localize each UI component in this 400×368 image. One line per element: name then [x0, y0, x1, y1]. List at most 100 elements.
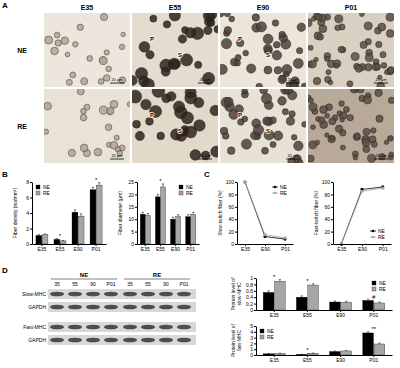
blot-group-label: NE — [80, 272, 88, 278]
muscle-fiber — [334, 63, 339, 68]
error-bar-cap — [162, 183, 164, 184]
muscle-fiber — [289, 111, 295, 117]
y-tick: 1 — [250, 346, 256, 352]
blot-band — [159, 292, 173, 297]
error-bar-cap — [92, 187, 94, 188]
muscle-fiber — [264, 66, 272, 74]
muscle-fiber — [110, 100, 118, 108]
muscle-fiber — [121, 32, 125, 36]
bar — [363, 333, 374, 355]
error-bar-cap — [157, 194, 159, 195]
blot-band — [159, 325, 173, 330]
muscle-fiber — [320, 106, 328, 114]
y-tick-label: 20 — [324, 229, 330, 235]
y-axis-line — [256, 327, 257, 356]
muscle-fiber — [354, 133, 360, 139]
scale-bar-label: 20 μm — [199, 153, 211, 158]
muscle-fiber — [45, 36, 53, 44]
x-tick: E90 — [358, 244, 367, 252]
error-bar-stem — [188, 215, 189, 217]
legend: NERE — [272, 184, 288, 196]
x-axis: E35E55E90P01 — [33, 244, 107, 252]
x-axis: E35E55E90P01 — [138, 244, 200, 252]
blot-band — [68, 325, 82, 330]
muscle-fiber — [100, 13, 107, 20]
blot-band — [50, 292, 64, 297]
muscle-fiber — [371, 141, 377, 147]
error-bar-cap — [192, 212, 194, 213]
muscle-fiber — [152, 89, 165, 97]
y-tick-mark — [135, 182, 137, 183]
blot-band — [123, 325, 137, 330]
blot-row-label: Slow-MHC — [22, 291, 46, 297]
x-tick-label: E35 — [141, 246, 150, 252]
y-title-group: Protein level offast-MHC — [230, 323, 242, 357]
y-tick-mark — [135, 232, 137, 233]
muscle-fiber — [210, 105, 218, 115]
y-tick-label: 2 — [26, 226, 29, 232]
muscle-fiber — [297, 23, 306, 32]
bar — [308, 353, 319, 355]
y-tick: 100 — [322, 179, 333, 185]
muscle-fiber — [294, 141, 304, 151]
y-tick: 20 — [228, 229, 237, 235]
fiber-marker: S — [178, 52, 182, 58]
bar — [72, 212, 78, 244]
y-tick: 3 — [250, 335, 256, 341]
muscle-fiber — [288, 158, 296, 163]
y-tick: 2 — [26, 226, 32, 232]
legend-label: RE — [186, 190, 194, 196]
bar — [78, 216, 84, 244]
y-axis-title: Fast-twitch fiber (%) — [313, 190, 319, 235]
micrograph-background — [44, 13, 130, 87]
y-axis-title: Fiber diameter (μm) — [117, 191, 123, 235]
error-bar-cap — [147, 213, 149, 214]
muscle-fiber — [325, 113, 330, 118]
y-tick-label: 0 — [131, 241, 134, 247]
blot-band — [141, 305, 155, 310]
muscle-fiber — [243, 50, 249, 56]
row-label: NE — [17, 47, 27, 54]
bar — [191, 214, 196, 244]
y-tick: 80 — [228, 192, 237, 198]
error-bar-stem — [56, 238, 57, 240]
x-tick: P01 — [92, 244, 101, 252]
y-tick: 0.2 — [246, 301, 256, 307]
muscle-fiber — [229, 16, 235, 22]
fiber-marker: P — [150, 36, 154, 42]
legend-swatch — [260, 329, 264, 333]
muscle-fiber — [261, 93, 271, 103]
y-tick-label: 0 — [250, 352, 253, 358]
muscle-fiber — [256, 83, 263, 87]
muscle-fiber — [376, 41, 382, 47]
error-bar-stem — [313, 284, 314, 285]
blot-band — [86, 338, 100, 343]
y-axis-line — [333, 183, 334, 245]
muscle-fiber — [263, 117, 271, 125]
y-tick-label: 40 — [228, 216, 234, 222]
y-axis-line — [256, 279, 257, 311]
micrograph — [132, 89, 218, 163]
error-bar-cap — [74, 209, 76, 210]
y-tick-label: 5 — [250, 323, 253, 329]
error-bar-stem — [334, 301, 335, 303]
legend-marker — [372, 230, 375, 233]
x-tick-label: E90 — [336, 357, 345, 363]
scale-bar-label: 20 μm — [111, 77, 123, 82]
y-tick-label: 0.2 — [246, 301, 253, 307]
muscle-fiber — [104, 50, 109, 55]
blot-band — [50, 305, 64, 310]
y-tick-mark — [30, 229, 32, 230]
error-bar-stem — [301, 354, 302, 355]
blot-band — [104, 305, 118, 310]
scale-bar-label: 20 μm — [287, 77, 299, 82]
muscle-fiber — [284, 89, 293, 94]
muscle-fiber — [150, 15, 157, 22]
muscle-fiber — [80, 114, 87, 121]
muscle-fiber — [353, 155, 358, 160]
error-bar-stem — [157, 194, 158, 196]
error-bar-cap — [62, 240, 64, 241]
legend-swatch — [179, 185, 183, 189]
y-tick-label: 0 — [327, 241, 330, 247]
x-axis: E35E90P01 — [334, 244, 392, 252]
